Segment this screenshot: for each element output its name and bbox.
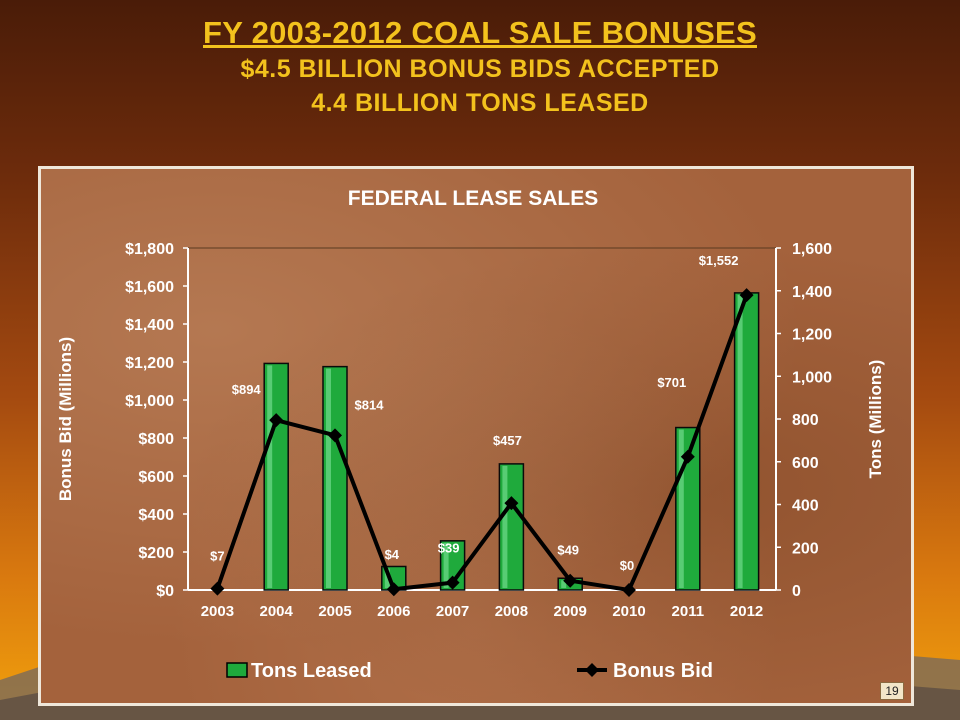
bonus-data-label: $894: [232, 382, 262, 397]
page-number: 19: [880, 682, 904, 700]
bonus-bid-marker: [680, 449, 695, 464]
y-tick-label: $600: [138, 469, 174, 486]
y2-tick-label: 1,200: [792, 327, 832, 344]
bonus-bid-marker: [445, 575, 460, 590]
y-tick-label: $1,600: [125, 279, 174, 296]
bonus-bid-marker: [386, 582, 401, 597]
tons-bar-highlight: [502, 465, 508, 588]
legend-tons-swatch: [226, 662, 248, 678]
bonus-bid-marker: [328, 428, 342, 443]
bonus-data-label: $4: [385, 547, 400, 562]
x-tick-label: 2004: [260, 603, 294, 620]
bonus-data-label: $1,552: [699, 253, 739, 268]
slide-title: FY 2003-2012 COAL SALE BONUSES: [203, 15, 757, 50]
bonus-bid-marker: [269, 413, 284, 428]
y-tick-label: $1,200: [125, 355, 174, 372]
y2-tick-label: 1,400: [792, 284, 832, 301]
y2-tick-label: 1,600: [792, 241, 832, 258]
x-tick-label: 2012: [730, 603, 763, 620]
x-tick-label: 2009: [554, 603, 587, 620]
tons-bar-highlight: [267, 365, 273, 588]
y2-axis-label: Tons (Millions): [866, 360, 885, 479]
bonus-data-label: $814: [355, 397, 385, 412]
bonus-bid-marker: [622, 583, 636, 597]
y-tick-label: $1,400: [125, 317, 174, 334]
bonus-data-label: $7: [210, 549, 224, 564]
x-tick-label: 2005: [318, 603, 351, 620]
bonus-bid-marker: [210, 581, 225, 596]
x-tick-label: 2011: [672, 603, 705, 620]
bonus-bid-marker: [739, 288, 754, 303]
chart-frame: FEDERAL LEASE SALES $0 $200 $400 $600 $800 $1…: [38, 166, 914, 706]
bonus-data-label: $49: [557, 543, 579, 558]
y-tick-label: $200: [138, 545, 174, 562]
legend-bonus-label: Bonus Bid: [613, 660, 713, 682]
bonus-bid-marker: [504, 496, 519, 511]
legend-tons-label: Tons Leased: [251, 660, 372, 682]
slide-titles: FY 2003-2012 COAL SALE BONUSES $4.5 BILL…: [0, 14, 960, 120]
x-tick-label: 2008: [495, 603, 528, 620]
bonus-data-label: $0: [620, 558, 634, 573]
tons-bar-highlight: [443, 542, 449, 588]
x-tick-label: 2003: [201, 603, 234, 620]
y-axis-label: Bonus Bid (Millions): [56, 337, 75, 501]
x-tick-label: 2010: [612, 603, 645, 620]
slide-subtitle-tons: 4.4 BILLION TONS LEASED: [311, 89, 649, 117]
bonus-data-label: $39: [438, 541, 460, 556]
bonus-bid-line: [215, 294, 749, 592]
tons-bar-highlight: [678, 429, 684, 588]
tons-bar-highlight: [561, 580, 567, 588]
lease-sales-chart: FEDERAL LEASE SALES $0 $200 $400 $600 $800 $1…: [56, 187, 885, 682]
legend-bonus-marker: [585, 663, 599, 677]
bonus-bid-marker: [563, 573, 578, 588]
tons-bar-highlight: [326, 368, 331, 588]
y2-tick-label: 600: [792, 455, 819, 472]
bonus-data-label: $457: [493, 433, 522, 448]
x-tick-label: 2007: [436, 603, 469, 620]
y-tick-label: $1,800: [125, 241, 174, 258]
y2-tick-label: 800: [792, 412, 819, 429]
tons-bar-highlight: [737, 294, 743, 588]
y2-tick-label: 400: [792, 498, 819, 515]
y-tick-label: $400: [138, 507, 174, 524]
y-tick-label: $800: [138, 431, 174, 448]
chart-title: FEDERAL LEASE SALES: [348, 187, 598, 210]
slide-subtitle-bonus: $4.5 BILLION BONUS BIDS ACCEPTED: [240, 55, 720, 83]
y-tick-label: $0: [156, 583, 174, 600]
bonus-data-label: $701: [657, 375, 686, 390]
y-tick-label: $1,000: [125, 393, 174, 410]
y2-tick-label: 1,000: [792, 369, 832, 386]
y2-tick-label: 0: [792, 583, 801, 600]
x-tick-label: 2006: [377, 603, 410, 620]
y2-tick-label: 200: [792, 540, 819, 557]
tons-bar-highlight: [384, 568, 390, 588]
